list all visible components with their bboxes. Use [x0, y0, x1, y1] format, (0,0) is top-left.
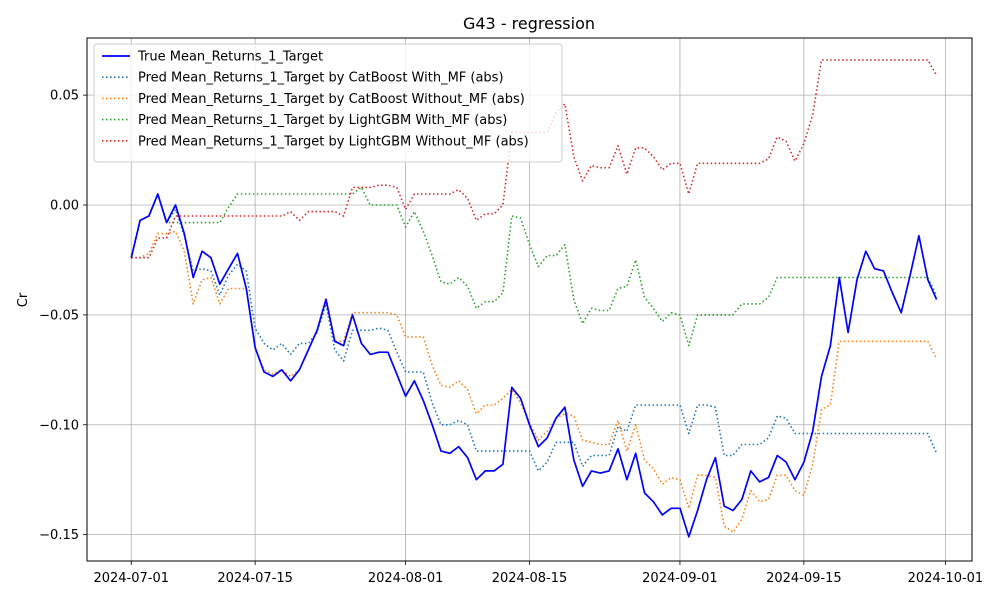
legend: True Mean_Returns_1_Target Pred Mean_Retu…: [93, 43, 563, 163]
legend-label: True Mean_Returns_1_Target: [137, 50, 323, 65]
series-line-0: [130, 193, 938, 538]
chart-title: G43 - regression: [463, 14, 595, 33]
y-axis: 0.05 0.00 −0.05 −0.10 −0.15: [39, 89, 87, 543]
x-tick-label: 2024-07-15: [217, 571, 293, 586]
legend-label: Pred Mean_Returns_1_Target by LightGBM W…: [138, 134, 529, 149]
series-line-2: [131, 230, 938, 534]
legend-label: Pred Mean_Returns_1_Target by CatBoost W…: [138, 71, 504, 86]
series-line-3: [130, 186, 938, 347]
legend-label: Pred Mean_Returns_1_Target by LightGBM W…: [138, 113, 507, 128]
x-tick-label: 2024-09-15: [766, 571, 842, 586]
x-axis: 2024-07-01 2024-07-15 2024-08-01 2024-08-15…: [93, 561, 983, 586]
y-tick-label: 0.00: [50, 199, 79, 214]
x-tick-label: 2024-10-01: [908, 571, 984, 586]
x-tick-label: 2024-08-15: [492, 571, 568, 586]
series-layer: [130, 59, 938, 538]
x-tick-label: 2024-09-01: [642, 571, 718, 586]
legend-box: [93, 43, 563, 163]
x-tick-label: 2024-08-01: [368, 571, 444, 586]
y-tick-label: 0.05: [50, 89, 79, 104]
y-axis-label: Cr: [16, 292, 31, 307]
y-tick-label: −0.10: [39, 418, 79, 433]
y-tick-label: −0.15: [39, 528, 79, 543]
legend-label: Pred Mean_Returns_1_Target by CatBoost W…: [138, 92, 525, 107]
x-tick-label: 2024-07-01: [93, 571, 169, 586]
y-tick-label: −0.05: [39, 308, 79, 323]
